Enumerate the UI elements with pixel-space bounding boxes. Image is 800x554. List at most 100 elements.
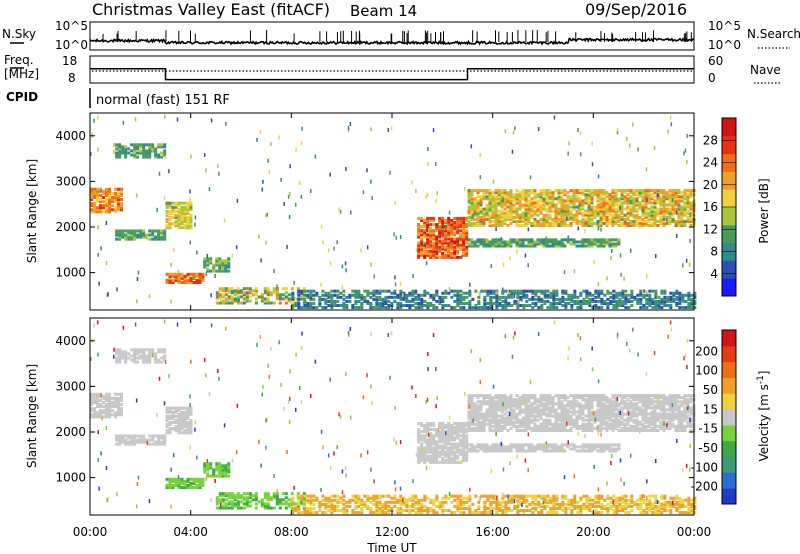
velocity-cell: [563, 420, 567, 424]
velocity-cell: [467, 414, 471, 418]
power-cell: [687, 295, 691, 299]
power-cell: [183, 218, 187, 222]
power-cell: [139, 229, 143, 233]
power-cell: [587, 193, 591, 197]
power-cell: [669, 304, 673, 308]
power-cell: [260, 299, 264, 303]
velocity-cell: [497, 414, 501, 418]
power-cell: [650, 217, 654, 221]
power-cell: [494, 197, 498, 201]
velocity-cell: [533, 398, 537, 402]
power-cell: [560, 207, 564, 211]
power-cell: [531, 291, 535, 295]
power-cell: [566, 213, 570, 217]
power-cell: [605, 201, 609, 205]
power-cell: [537, 299, 541, 303]
velocity-cell: [117, 405, 120, 409]
velocity-cell: [148, 358, 152, 362]
power-cell: [165, 203, 169, 207]
velocity-cell: [521, 394, 525, 398]
power-cell: [494, 199, 498, 203]
power-cell: [528, 304, 532, 308]
power-cell: [479, 201, 483, 205]
power-cell: [93, 210, 96, 214]
power-cell: [662, 201, 666, 205]
velocity-cell: [536, 429, 540, 433]
power-cell: [506, 199, 510, 203]
velocity-cell: [417, 440, 421, 444]
power-cell: [506, 191, 510, 195]
velocity-cell: [266, 504, 270, 508]
power-cell: [642, 295, 646, 299]
velocity-cell: [130, 348, 134, 352]
power-cell: [671, 189, 675, 193]
power-cell: [514, 126, 516, 131]
velocity-cell: [509, 402, 513, 406]
power-cell: [347, 126, 350, 131]
power-cell: [462, 306, 466, 310]
power-cell: [315, 293, 319, 297]
power-cell: [554, 221, 558, 225]
velocity-cell: [515, 426, 519, 430]
velocity-cell: [218, 498, 222, 502]
velocity-cell: [608, 422, 612, 426]
power-cell: [136, 229, 140, 233]
velocity-cell: [435, 450, 439, 454]
power-cell: [545, 193, 549, 197]
velocity-cell: [447, 440, 451, 444]
power-cell: [281, 287, 285, 291]
power-cell: [683, 209, 687, 213]
velocity-cell: [581, 398, 585, 402]
power-cell: [518, 207, 522, 211]
power-cell: [420, 245, 424, 249]
power-cell: [630, 295, 634, 299]
power-cell: [599, 215, 603, 219]
power-cell: [518, 201, 522, 205]
power-cell: [587, 215, 591, 219]
power-cell: [530, 197, 534, 201]
velocity-cell: [121, 354, 125, 358]
velocity-cell: [644, 424, 648, 428]
velocity-cell: [198, 486, 202, 490]
power-cell: [644, 199, 648, 203]
power-cell: [417, 233, 421, 237]
noise-left-tick-top: 10^5: [55, 19, 88, 33]
power-cell: [375, 291, 379, 295]
power-cell: [157, 155, 161, 159]
velocity-cell: [111, 403, 114, 407]
power-cell: [163, 143, 167, 147]
power-cell: [217, 164, 219, 169]
power-cell: [230, 287, 234, 291]
velocity-cell: [512, 414, 516, 418]
power-cell: [668, 195, 672, 199]
velocity-cell: [629, 418, 633, 422]
velocity-cell: [467, 394, 471, 398]
power-cell: [342, 306, 346, 310]
power-cell: [479, 242, 483, 246]
power-cell: [506, 215, 510, 219]
power-cell: [485, 205, 489, 209]
power-cell: [494, 240, 498, 244]
velocity-cell: [462, 444, 466, 448]
power-cell: [102, 210, 105, 214]
power-cell: [444, 229, 448, 233]
velocity-cell: [160, 348, 164, 352]
power-cell: [554, 209, 558, 213]
power-cell: [533, 189, 537, 193]
power-cell: [393, 232, 395, 237]
power-cell: [121, 145, 125, 149]
velocity-cell: [183, 429, 187, 433]
velocity-cell: [626, 398, 630, 402]
power-cell: [650, 215, 654, 219]
velocity-cell: [450, 446, 454, 450]
power-cell: [99, 200, 102, 204]
power-cell: [533, 209, 537, 213]
velocity-cell: [420, 450, 424, 454]
velocity-cell: [115, 360, 119, 364]
power-cell: [105, 261, 108, 266]
velocity-cell: [266, 498, 270, 502]
power-cell: [476, 244, 480, 248]
power-cell: [575, 211, 579, 215]
velocity-cell: [465, 446, 469, 450]
power-cell: [351, 289, 355, 293]
